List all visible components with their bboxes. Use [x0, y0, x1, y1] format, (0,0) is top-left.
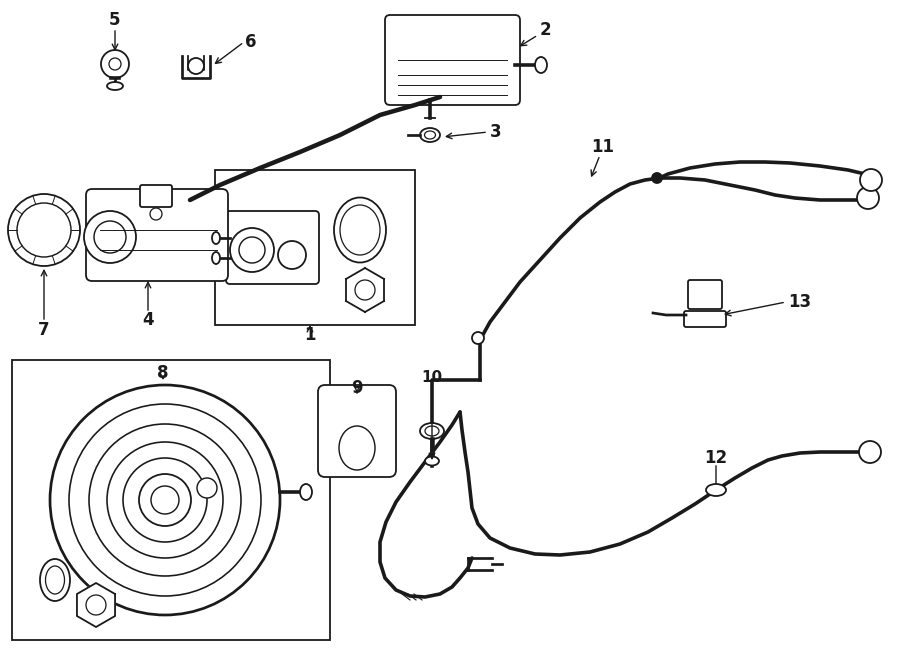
Circle shape: [859, 441, 881, 463]
Ellipse shape: [425, 426, 439, 436]
Circle shape: [197, 478, 217, 498]
FancyBboxPatch shape: [226, 211, 319, 284]
Text: 8: 8: [158, 364, 169, 382]
Circle shape: [239, 237, 265, 263]
Ellipse shape: [300, 484, 312, 500]
Circle shape: [8, 194, 80, 266]
Text: 5: 5: [109, 11, 121, 29]
Circle shape: [860, 169, 882, 191]
Ellipse shape: [535, 57, 547, 73]
Circle shape: [123, 458, 207, 542]
Ellipse shape: [425, 131, 436, 139]
Ellipse shape: [425, 457, 439, 465]
Ellipse shape: [420, 423, 444, 439]
Circle shape: [355, 280, 375, 300]
Ellipse shape: [212, 252, 220, 264]
FancyBboxPatch shape: [140, 185, 172, 207]
Circle shape: [17, 203, 71, 257]
Circle shape: [101, 50, 129, 78]
FancyBboxPatch shape: [385, 15, 520, 105]
Ellipse shape: [339, 426, 375, 470]
Circle shape: [857, 187, 879, 209]
FancyBboxPatch shape: [684, 311, 726, 327]
Circle shape: [278, 241, 306, 269]
Text: 13: 13: [788, 293, 811, 311]
Bar: [12, 360, 330, 640]
Ellipse shape: [420, 128, 440, 142]
Circle shape: [109, 58, 121, 70]
Polygon shape: [76, 583, 115, 627]
Bar: [215, 170, 415, 325]
Ellipse shape: [212, 232, 220, 244]
Ellipse shape: [334, 198, 386, 262]
Circle shape: [107, 442, 223, 558]
Circle shape: [86, 595, 106, 615]
Circle shape: [89, 424, 241, 576]
Ellipse shape: [340, 205, 380, 255]
FancyBboxPatch shape: [318, 385, 396, 477]
Circle shape: [50, 385, 280, 615]
Text: 2: 2: [540, 21, 552, 39]
Circle shape: [230, 228, 274, 272]
FancyBboxPatch shape: [86, 189, 228, 281]
Text: 9: 9: [351, 379, 363, 397]
Circle shape: [69, 404, 261, 596]
Ellipse shape: [40, 559, 70, 601]
Circle shape: [151, 486, 179, 514]
Ellipse shape: [46, 566, 65, 594]
Circle shape: [94, 221, 126, 253]
Text: 1: 1: [304, 326, 316, 344]
Circle shape: [84, 211, 136, 263]
Ellipse shape: [107, 82, 123, 90]
Circle shape: [188, 58, 204, 74]
Text: 7: 7: [38, 321, 50, 339]
Text: 12: 12: [705, 449, 727, 467]
Text: 4: 4: [142, 311, 154, 329]
Circle shape: [472, 332, 484, 344]
Circle shape: [652, 173, 662, 183]
Circle shape: [139, 474, 191, 526]
Circle shape: [150, 208, 162, 220]
Text: 11: 11: [591, 138, 615, 156]
Text: 6: 6: [245, 33, 256, 51]
FancyBboxPatch shape: [688, 280, 722, 309]
Text: 10: 10: [421, 371, 443, 385]
Text: 3: 3: [490, 123, 501, 141]
Ellipse shape: [706, 484, 726, 496]
